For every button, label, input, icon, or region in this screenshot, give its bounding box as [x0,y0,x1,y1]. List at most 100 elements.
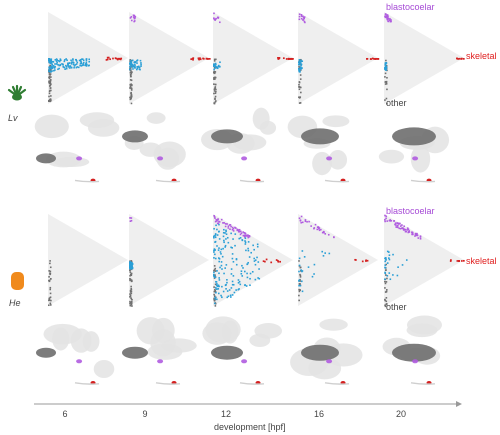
cell-point-intermediate [384,266,386,269]
cell-point-intermediate [214,298,216,300]
cell-point-other [48,76,50,79]
cell-point-other [50,83,52,86]
cell-point-other [48,99,50,102]
cell-point-blastocoelar [411,231,413,234]
cell-point-intermediate [55,63,58,65]
cell-point-intermediate [235,289,237,291]
cell-point-intermediate [67,64,69,67]
cell-point-other [214,302,217,305]
cell-point-intermediate [130,62,133,65]
umap-trajectory [155,179,181,183]
cell-point-blastocoelar [408,230,410,232]
cell-point-blastocoelar [235,227,237,229]
cell-point-other [49,99,52,102]
cell-point-skeletal [265,258,268,261]
cell-point-skeletal [190,58,193,61]
cell-point-other [49,302,52,305]
cell-point-other [298,260,300,262]
cell-point-intermediate [328,252,331,255]
cell-point-blastocoelar [130,19,133,22]
cell-point-other [214,87,216,89]
cell-point-other [129,277,131,280]
cell-point-intermediate [300,59,302,62]
cell-point-other [130,300,133,303]
cell-point-intermediate [80,62,83,65]
cell-point-intermediate [247,249,250,252]
cell-point-blastocoelar [130,16,133,18]
umap-trajectory [410,179,436,183]
cell-point-other [130,285,132,288]
cell-point-intermediate [235,263,238,266]
cell-point-skeletal [361,260,364,263]
cell-point-other [214,71,217,73]
cell-point-other [130,272,133,275]
cell-point-other [384,299,387,302]
cell-point-intermediate [48,59,50,62]
cell-point-other [130,303,133,306]
cell-point-intermediate [254,278,257,281]
umap-cloud-blob [45,151,82,168]
cell-point-blastocoelar [302,15,304,18]
cell-point-intermediate [73,66,75,69]
cell-point-skeletal [458,57,461,60]
cell-point-intermediate [241,239,244,241]
umap-trajectory [74,382,100,385]
cell-point-other [129,302,131,305]
cell-point-intermediate [226,290,229,292]
cell-point-skeletal [192,57,195,59]
umap-trajectory [239,382,265,385]
cell-point-intermediate [130,268,133,270]
cell-point-intermediate [129,68,131,71]
cell-point-blastocoelar [130,219,133,222]
cell-point-skeletal [202,57,204,60]
cell-point-skeletal [377,58,380,60]
cell-point-intermediate [214,67,217,69]
cell-point-intermediate [298,63,300,66]
ternary-triangle-0-1 [129,12,209,104]
larva-body [12,93,22,101]
cell-point-intermediate [56,59,58,61]
cell-point-other [385,274,387,276]
cell-point-other [299,102,302,104]
umap-cloud-blob [153,141,186,168]
cell-point-intermediate [231,280,234,283]
cell-point-intermediate [85,65,88,67]
cell-point-intermediate [58,67,60,70]
cell-point-blastocoelar [327,233,330,236]
umap-cluster-other [211,345,243,360]
umap-trajectory [324,179,350,183]
ternary-triangle-1-2 [213,214,293,306]
cell-point-skeletal [374,58,377,60]
cell-point-other [130,84,133,87]
sea-urchin-larva-icon [7,84,27,101]
cell-point-intermediate [213,276,216,279]
cell-point-blastocoelar [237,229,240,231]
cell-point-intermediate [136,66,138,68]
cell-point-other [214,78,216,80]
cell-point-other [49,64,51,67]
cell-point-blastocoelar [415,232,417,235]
cell-point-intermediate [216,245,218,247]
x-axis-arrowhead [456,401,462,407]
cell-point-intermediate [300,64,302,67]
cell-point-intermediate [298,69,301,71]
cell-point-blastocoelar [236,228,239,231]
cell-point-blastocoelar [223,222,226,224]
cell-point-other [130,302,133,305]
cell-point-intermediate [223,241,225,244]
cell-point-intermediate [254,263,257,266]
cell-point-intermediate [250,251,252,254]
cell-point-intermediate [217,249,220,251]
cell-point-skeletal [365,259,367,262]
cell-point-skeletal [463,259,465,262]
cell-point-other [49,299,51,302]
cell-point-intermediate [71,61,73,63]
cell-point-blastocoelar [226,223,228,225]
cell-point-blastocoelar [390,219,393,222]
cell-point-intermediate [81,64,84,67]
cell-point-intermediate [54,59,57,61]
cell-point-other [129,87,131,89]
cell-point-blastocoelar [216,220,218,222]
cell-point-skeletal [114,57,117,60]
cell-point-intermediate [225,288,227,290]
